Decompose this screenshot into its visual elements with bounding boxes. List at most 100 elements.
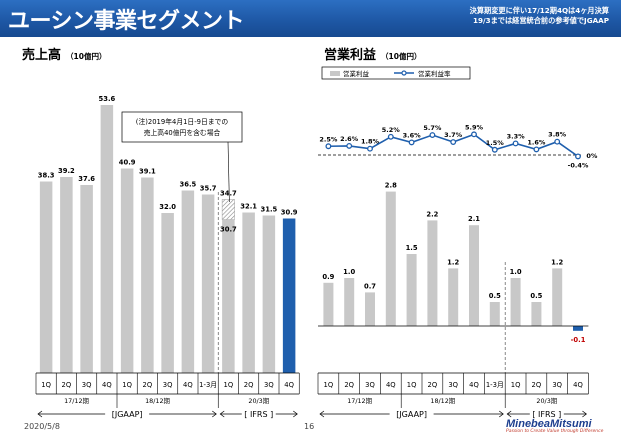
sales-value-label: 38.3 <box>38 172 55 180</box>
profit-value-label: 0.9 <box>322 273 334 281</box>
sales-value-label: 30.9 <box>281 209 298 217</box>
sales-bar <box>282 218 296 373</box>
profit-bar <box>427 220 438 326</box>
profit-value-label: 2.2 <box>426 210 438 218</box>
profit-quarter-label: 1-3月 <box>486 381 504 389</box>
sales-jgaap-arrow <box>37 410 43 418</box>
margin-point <box>387 133 394 140</box>
sales-bar <box>181 190 195 373</box>
sales-quarter-label: 2Q <box>143 381 153 389</box>
sales-quarter-label: 4Q <box>102 381 112 389</box>
profit-value-label: -0.1 <box>571 336 586 344</box>
profit-quarter-label: 1Q <box>324 381 334 389</box>
profit-quarter-label: 2Q <box>532 381 542 389</box>
sales-bar <box>242 212 255 373</box>
margin-point <box>575 153 581 160</box>
sales-quarter-label: 2Q <box>244 381 254 389</box>
profit-value-label: 0.7 <box>364 282 376 290</box>
sales-quarter-label: 1-3月 <box>199 381 217 389</box>
sales-ifrs-arrow <box>293 410 298 418</box>
margin-point <box>450 139 457 145</box>
profit-bar <box>489 302 500 326</box>
page-title: ユーシン事業セグメント <box>8 9 245 34</box>
legend-bar-swatch <box>330 71 340 76</box>
profit-bar <box>448 268 459 326</box>
sales-unit: （10億円） <box>66 52 107 61</box>
sales-value-label: 36.5 <box>179 181 196 189</box>
profit-ifrs-label: [ IFRS ] <box>532 410 561 419</box>
legend-line-label: 営業利益率 <box>418 69 451 78</box>
sales-value-label: 31.5 <box>260 206 277 214</box>
margin-value-label: -0.4% <box>568 161 589 169</box>
sales-title: 売上高 <box>22 48 62 63</box>
sales-period-label: 18/12期 <box>145 397 170 405</box>
profit-quarter-label: 1Q <box>511 381 521 389</box>
profit-bar <box>552 268 563 326</box>
margin-point <box>429 132 436 138</box>
profit-value-label: 1.2 <box>447 258 459 266</box>
profit-jgaap-arrow <box>319 410 325 418</box>
sales-value-label: 35.7 <box>200 185 217 193</box>
header-note-line2: 19/3までは経営統合前の参考値でJGAAP <box>472 16 609 25</box>
slide-header: ユーシン事業セグメント 決算期変更に伴い17/12期4Qは4ヶ月決算 19/3ま… <box>0 0 621 37</box>
margin-point <box>408 139 415 146</box>
profit-value-label: 0.5 <box>530 292 542 300</box>
legend-bar-label: 営業利益 <box>343 69 370 78</box>
profit-unit: （10億円） <box>381 52 422 61</box>
profit-period-label: 20/3期 <box>536 397 557 405</box>
profit-quarter-label: 4Q <box>573 381 583 389</box>
profit-quarter-label: 2Q <box>428 381 438 389</box>
legend-line-marker <box>401 70 407 76</box>
profit-quarter-label: 1Q <box>407 381 417 389</box>
margin-value-label: 3.7% <box>444 131 463 139</box>
sales-quarter-label: 1Q <box>224 381 234 389</box>
sales-bar <box>161 213 174 373</box>
margin-point <box>325 143 332 150</box>
sales-quarter-label: 4Q <box>183 381 193 389</box>
profit-value-label: 1.0 <box>510 268 522 276</box>
sales-bar <box>262 215 276 373</box>
sales-value-label: 40.9 <box>119 159 136 167</box>
sales-quarter-label: 1Q <box>41 381 51 389</box>
margin-value-label: 3.3% <box>507 132 526 140</box>
profit-quarter-label: 2Q <box>344 381 354 389</box>
sales-bar <box>141 177 154 373</box>
sales-quarter-label: 3Q <box>264 381 274 389</box>
margin-value-label: 5.2% <box>382 126 401 134</box>
margin-value-label: 1.6% <box>527 138 546 146</box>
sales-bar <box>201 194 215 373</box>
margin-point <box>346 142 353 149</box>
sales-annotation-line1: (注)2019年4月1日-9日までの <box>136 117 229 126</box>
sales-value-label: 32.0 <box>159 203 176 211</box>
profit-title: 営業利益 <box>324 48 377 63</box>
sales-quarter-label: 4Q <box>284 381 294 389</box>
margin-point <box>491 146 498 153</box>
sales-ifrs-label: [ IFRS ] <box>244 410 273 419</box>
margin-value-label: 1.8% <box>361 138 380 146</box>
sales-section-title: 売上高 （10億円） <box>22 44 106 63</box>
profit-bar <box>469 225 479 326</box>
profit-quarter-label: 3Q <box>448 381 458 389</box>
sales-bar <box>222 219 235 373</box>
profit-bar <box>344 278 355 326</box>
sales-bar <box>100 105 114 373</box>
sales-annotation-box <box>121 111 243 143</box>
sales-period-label: 20/3期 <box>248 397 269 405</box>
profit-jgaap-label: [JGAAP] <box>396 410 427 419</box>
margin-point <box>533 146 540 153</box>
margin-value-label: 3.6% <box>403 131 422 139</box>
margin-value-label: 2.5% <box>319 135 338 143</box>
profit-ifrs-arrow <box>582 410 587 418</box>
margin-zero-label: 0% <box>586 152 598 160</box>
profit-bar <box>365 292 375 326</box>
sales-value-label: 34.7 <box>220 190 237 198</box>
minebea-mitsumi-logo: MinebeaMitsumi Passion to Create Value t… <box>506 418 604 434</box>
sales-jgaap-arrow <box>212 410 217 418</box>
profit-quarter-label: 4Q <box>469 381 479 389</box>
sales-bar <box>120 168 134 373</box>
profit-quarter-label: 4Q <box>386 381 396 389</box>
sales-bar-hatched <box>221 199 235 220</box>
sales-quarter-label: 3Q <box>82 381 92 389</box>
margin-value-label: 2.6% <box>340 135 359 143</box>
